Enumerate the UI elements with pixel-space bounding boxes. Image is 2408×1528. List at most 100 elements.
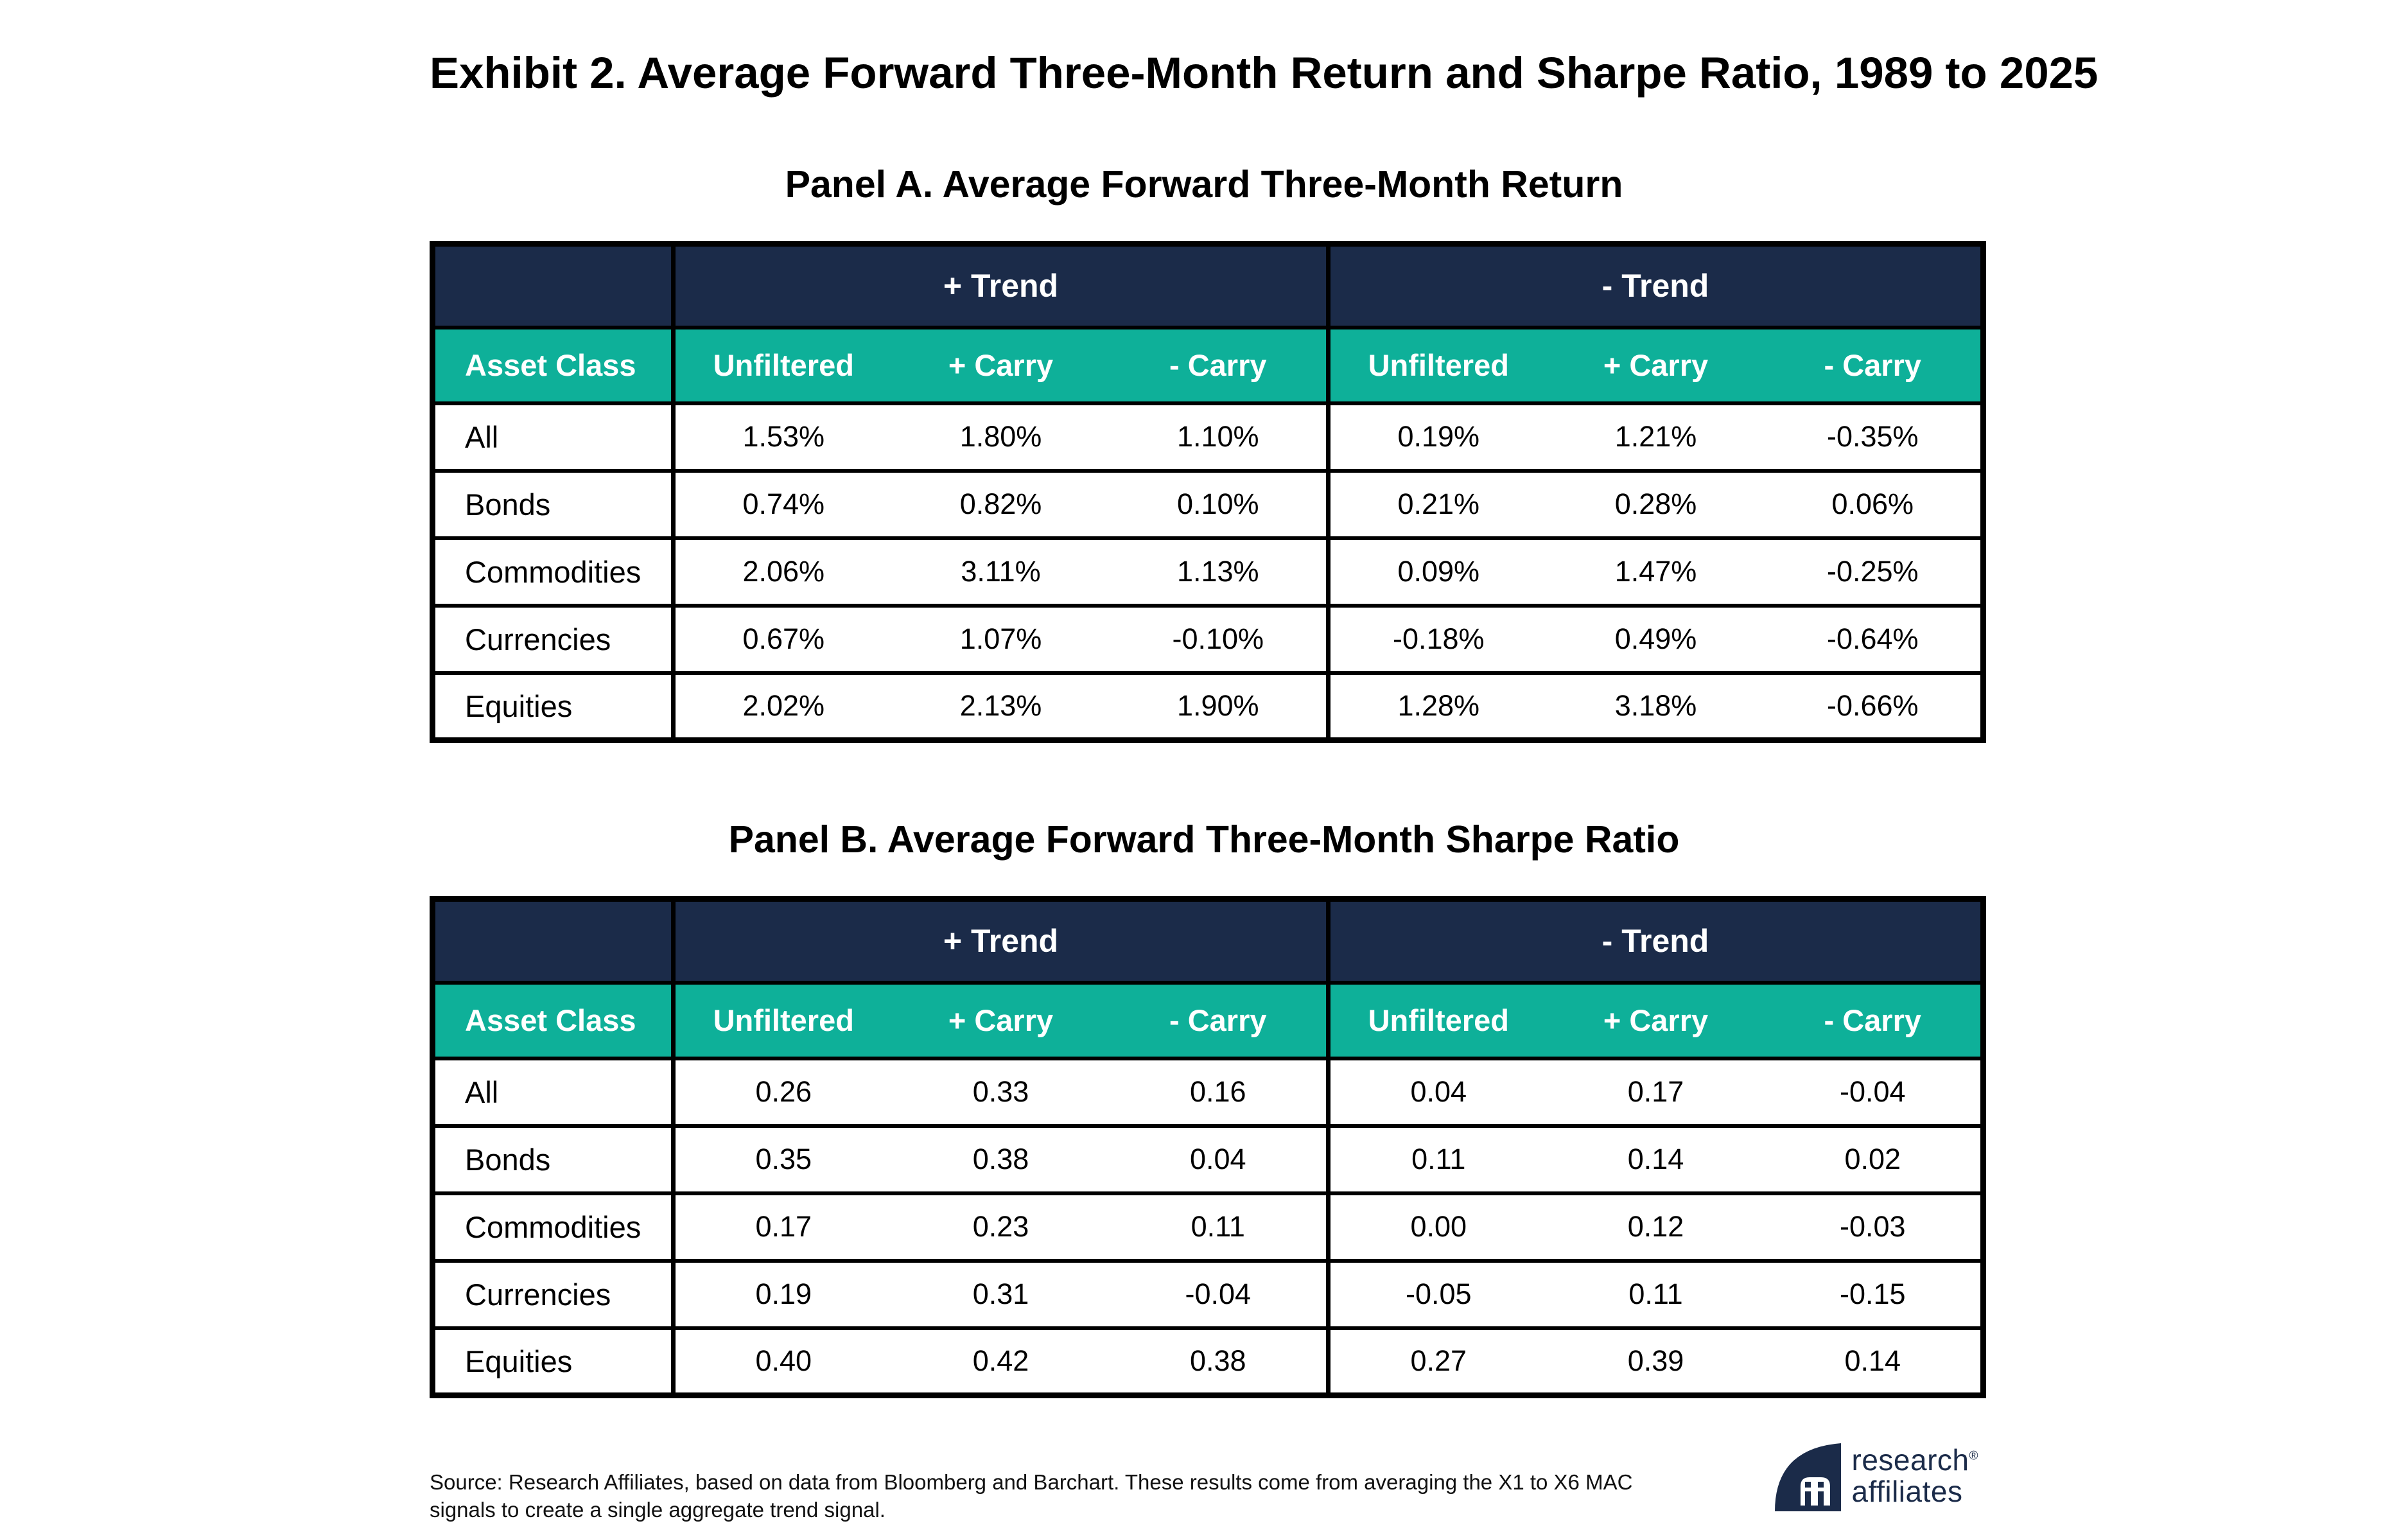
logo-word-research: research® [1851, 1443, 1978, 1477]
value-cell: 0.06% [1765, 468, 1984, 540]
row-label: Currencies [432, 603, 674, 675]
trend-header-row: + Trend - Trend [432, 897, 1984, 985]
row-label: Commodities [432, 536, 674, 608]
value-cell: 0.38 [1110, 1326, 1329, 1398]
plus-trend-header: + Trend [671, 897, 1329, 985]
minus-trend-header: - Trend [1325, 241, 1984, 329]
value-cell: 2.13% [891, 671, 1110, 742]
value-cell: 1.90% [1110, 671, 1329, 742]
value-cell: -0.05 [1326, 1258, 1547, 1330]
source-note: Source: Research Affiliates, based on da… [430, 1470, 1633, 1522]
value-cell: -0.66% [1765, 671, 1984, 742]
value-cell: 0.09% [1326, 536, 1547, 608]
minus-carry-header: - Carry [1765, 980, 1984, 1060]
panel-a: Panel A. Average Forward Three-Month Ret… [430, 162, 1987, 743]
table-row-all: All 1.53% 1.80% 1.10% 0.19% 1.21% -0.35% [432, 401, 1984, 473]
value-cell: 1.28% [1326, 671, 1547, 742]
value-cell: 0.17 [1546, 1056, 1765, 1128]
value-cell: 0.40 [671, 1326, 892, 1398]
corner-cell [432, 897, 674, 985]
asset-class-header: Asset Class [432, 980, 674, 1060]
value-cell: 0.17 [671, 1191, 892, 1263]
value-cell: 0.42 [891, 1326, 1110, 1398]
value-cell: 0.23 [891, 1191, 1110, 1263]
unfiltered-header: Unfiltered [671, 325, 892, 405]
plus-trend-header: + Trend [671, 241, 1329, 329]
value-cell: 0.38 [891, 1123, 1110, 1195]
value-cell: 1.80% [891, 401, 1110, 473]
value-cell: 0.82% [891, 468, 1110, 540]
plus-carry-header: + Carry [1546, 325, 1765, 405]
panel-a-table: + Trend - Trend Asset Class Unfiltered +… [430, 241, 1987, 743]
value-cell: -0.25% [1765, 536, 1984, 608]
unfiltered-header: Unfiltered [671, 980, 892, 1060]
value-cell: 0.33 [891, 1056, 1110, 1128]
trend-header-row: + Trend - Trend [432, 241, 1984, 329]
value-cell: 0.00 [1326, 1191, 1547, 1263]
research-affiliates-logo: research® affiliates [1774, 1443, 1978, 1511]
value-cell: 2.06% [671, 536, 892, 608]
value-cell: 0.04 [1110, 1123, 1329, 1195]
value-cell: 0.21% [1326, 468, 1547, 540]
column-header-row: Asset Class Unfiltered + Carry - Carry U… [432, 980, 1984, 1060]
plus-carry-header: + Carry [891, 980, 1110, 1060]
table-row-currencies: Currencies 0.67% 1.07% -0.10% -0.18% 0.4… [432, 603, 1984, 675]
table-row-bonds: Bonds 0.35 0.38 0.04 0.11 0.14 0.02 [432, 1123, 1984, 1195]
value-cell: 0.67% [671, 603, 892, 675]
value-cell: 1.10% [1110, 401, 1329, 473]
unfiltered-header: Unfiltered [1326, 325, 1547, 405]
value-cell: -0.15 [1765, 1258, 1984, 1330]
logo-word-affiliates: affiliates [1851, 1475, 1963, 1508]
value-cell: 0.12 [1546, 1191, 1765, 1263]
value-cell: 0.35 [671, 1123, 892, 1195]
asset-class-header: Asset Class [432, 325, 674, 405]
row-label: Bonds [432, 468, 674, 540]
value-cell: 3.18% [1546, 671, 1765, 742]
value-cell: 0.04 [1326, 1056, 1547, 1128]
value-cell: 1.53% [671, 401, 892, 473]
table-row-all: All 0.26 0.33 0.16 0.04 0.17 -0.04 [432, 1056, 1984, 1128]
value-cell: 0.14 [1765, 1326, 1984, 1398]
value-cell: 0.28% [1546, 468, 1765, 540]
table-row-equities: Equities 2.02% 2.13% 1.90% 1.28% 3.18% -… [432, 671, 1984, 742]
table-row-commodities: Commodities 2.06% 3.11% 1.13% 0.09% 1.47… [432, 536, 1984, 608]
minus-carry-header: - Carry [1765, 325, 1984, 405]
column-header-row: Asset Class Unfiltered + Carry - Carry U… [432, 325, 1984, 405]
value-cell: 0.11 [1110, 1191, 1329, 1263]
minus-trend-header: - Trend [1325, 897, 1984, 985]
row-label: All [432, 1056, 674, 1128]
value-cell: 0.16 [1110, 1056, 1329, 1128]
minus-carry-header: - Carry [1110, 980, 1329, 1060]
row-label: Equities [432, 671, 674, 742]
value-cell: 3.11% [891, 536, 1110, 608]
panel-b-table: + Trend - Trend Asset Class Unfiltered +… [430, 896, 1987, 1398]
corner-cell [432, 241, 674, 329]
unfiltered-header: Unfiltered [1326, 980, 1547, 1060]
value-cell: 0.31 [891, 1258, 1110, 1330]
value-cell: 0.39 [1546, 1326, 1765, 1398]
row-label: Bonds [432, 1123, 674, 1195]
value-cell: 1.47% [1546, 536, 1765, 608]
value-cell: -0.10% [1110, 603, 1329, 675]
value-cell: -0.04 [1110, 1258, 1329, 1330]
table-row-equities: Equities 0.40 0.42 0.38 0.27 0.39 0.14 [432, 1326, 1984, 1398]
value-cell: 1.07% [891, 603, 1110, 675]
value-cell: 0.27 [1326, 1326, 1547, 1398]
value-cell: 0.10% [1110, 468, 1329, 540]
registered-trademark-icon: ® [1969, 1449, 1978, 1463]
value-cell: 0.02 [1765, 1123, 1984, 1195]
panel-b-title: Panel B. Average Forward Three-Month Sha… [728, 818, 1680, 861]
value-cell: -0.18% [1326, 603, 1547, 675]
row-label: Currencies [432, 1258, 674, 1330]
table-row-commodities: Commodities 0.17 0.23 0.11 0.00 0.12 -0.… [432, 1191, 1984, 1263]
value-cell: 0.74% [671, 468, 892, 540]
value-cell: -0.03 [1765, 1191, 1984, 1263]
table-row-currencies: Currencies 0.19 0.31 -0.04 -0.05 0.11 -0… [432, 1258, 1984, 1330]
value-cell: -0.35% [1765, 401, 1984, 473]
plus-carry-header: + Carry [1546, 980, 1765, 1060]
value-cell: -0.04 [1765, 1056, 1984, 1128]
value-cell: 0.19 [671, 1258, 892, 1330]
value-cell: 0.26 [671, 1056, 892, 1128]
value-cell: 1.13% [1110, 536, 1329, 608]
